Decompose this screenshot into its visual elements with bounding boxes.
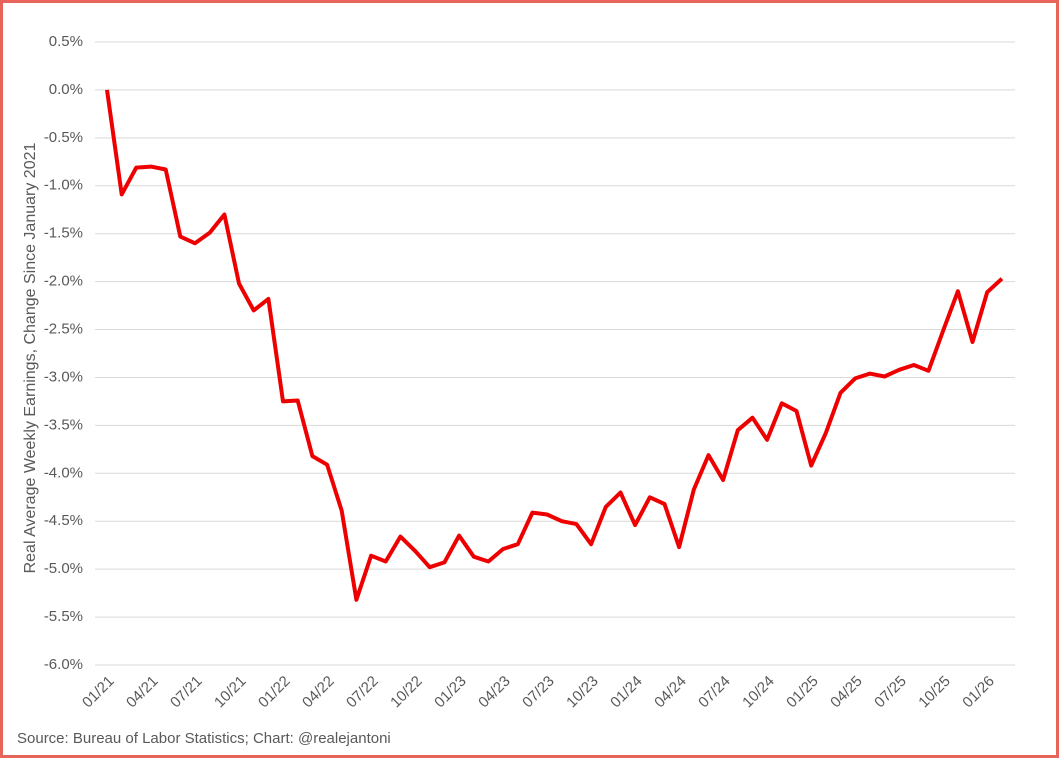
data-line [105, 89, 1004, 602]
y-tick-label: -3.5% [44, 416, 83, 433]
x-tick-label: 10/21 [211, 673, 250, 712]
x-tick-label: 04/22 [299, 673, 338, 712]
x-tick-label: 04/21 [123, 673, 162, 712]
y-tick-label: -2.0% [44, 273, 83, 290]
y-tick-label: -1.0% [44, 177, 83, 194]
y-tick-label: -3.0% [44, 368, 83, 385]
x-tick-label: 07/24 [695, 673, 734, 712]
x-tick-label: 04/24 [651, 673, 690, 712]
y-tick-label: -2.5% [44, 321, 83, 338]
source: Source: Bureau of Labor Statistics; Char… [17, 730, 391, 747]
y-axis-title: Real Average Weekly Earnings, Change Sin… [22, 143, 39, 574]
y-tick-label: 0.0% [49, 81, 83, 98]
x-tick-label: 10/22 [387, 673, 426, 712]
x-tick-label: 10/25 [915, 673, 954, 712]
x-tick-label: 07/23 [519, 673, 558, 712]
x-tick-label: 10/23 [563, 673, 602, 712]
x-tick-label: 07/22 [343, 673, 382, 712]
y-tick-label: -0.5% [44, 129, 83, 146]
x-tick-label: 01/26 [959, 673, 998, 712]
x-tick-label: 07/21 [167, 673, 206, 712]
y-tick-label: -4.0% [44, 464, 83, 481]
x-tick-label: 04/25 [827, 673, 866, 712]
x-tick-label: 01/23 [431, 673, 470, 712]
y-tick-label: -5.0% [44, 560, 83, 577]
chart: Real Average Weekly Earnings, Change Sin… [17, 33, 1015, 747]
y-tick-label: -5.5% [44, 608, 83, 625]
x-tick-label: 01/25 [783, 673, 822, 712]
x-tick-label: 04/23 [475, 673, 514, 712]
y-tick-label: 0.5% [49, 33, 83, 50]
y-tick-label: -4.5% [44, 512, 83, 529]
y-tick-label: -6.0% [44, 656, 83, 673]
y-tick-label: -1.5% [44, 225, 83, 242]
x-tick-label: 01/22 [255, 673, 294, 712]
x-tick-label: 10/24 [739, 673, 778, 712]
x-tick-label: 01/24 [607, 673, 646, 712]
x-tick-label: 01/21 [79, 673, 118, 712]
x-tick-label: 07/25 [871, 673, 910, 712]
